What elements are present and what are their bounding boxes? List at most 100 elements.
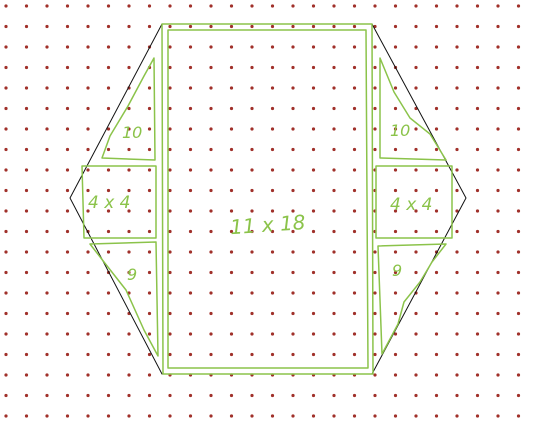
grid-dot (414, 209, 418, 213)
grid-dot (65, 106, 70, 111)
left-top-triangle (101, 57, 156, 161)
grid-dot (270, 270, 275, 275)
grid-dot (414, 311, 418, 316)
grid-dot (270, 4, 275, 8)
grid-dot (147, 270, 152, 275)
grid-dot (106, 373, 111, 377)
grid-dot (106, 86, 111, 90)
grid-dot (270, 352, 275, 357)
grid-dot (188, 270, 193, 275)
grid-dot (127, 250, 131, 254)
grid-dot (270, 127, 275, 131)
grid-dot (496, 229, 500, 234)
grid-dot (147, 250, 152, 254)
grid-dot (332, 352, 336, 357)
grid-dot (496, 270, 500, 275)
grid-dot (147, 209, 152, 213)
grid-dot (250, 393, 254, 398)
grid-dot (291, 106, 295, 111)
grid-dot (496, 291, 500, 295)
grid-dot (414, 352, 418, 357)
grid-dot (352, 86, 357, 90)
grid-dot (147, 352, 152, 357)
grid-dot (229, 4, 234, 8)
grid-dot (188, 393, 193, 398)
grid-dot (475, 127, 480, 131)
grid-dot (352, 393, 357, 398)
grid-dot (332, 127, 336, 131)
grid-dot (106, 414, 111, 418)
grid-dot (86, 311, 90, 316)
grid-dot (229, 291, 234, 295)
grid-dot (4, 209, 8, 213)
grid-dot (455, 270, 459, 275)
grid-dot (455, 250, 459, 254)
grid-dot (434, 352, 439, 357)
grid-dot (86, 65, 90, 70)
grid-dot (229, 393, 234, 398)
grid-dot (45, 147, 49, 152)
grid-dot (250, 24, 254, 29)
grid-dot (516, 250, 521, 254)
grid-dot (291, 229, 295, 234)
grid-dot (475, 4, 480, 8)
grid-dot (106, 250, 111, 254)
grid-dot (147, 147, 152, 152)
grid-dot (209, 209, 213, 213)
grid-dot (229, 127, 234, 131)
grid-dot (4, 147, 8, 152)
grid-dot (45, 352, 49, 357)
grid-dot (291, 188, 295, 193)
grid-dot (393, 209, 398, 213)
grid-dot (270, 147, 275, 152)
grid-dot (24, 127, 29, 131)
grid-dot (106, 4, 111, 8)
grid-dot (496, 106, 500, 111)
grid-dot (127, 270, 131, 275)
grid-dot (24, 291, 29, 295)
grid-dot (168, 209, 172, 213)
grid-dot (434, 270, 439, 275)
grid-dot (45, 270, 49, 275)
grid-dot (311, 65, 316, 70)
grid-dot (475, 373, 480, 377)
grid-dot (168, 106, 172, 111)
grid-dot (496, 127, 500, 131)
grid-dot (291, 291, 295, 295)
grid-dot (188, 4, 193, 8)
grid-dot (332, 229, 336, 234)
grid-dot (106, 147, 111, 152)
grid-dot (393, 45, 398, 49)
grid-dot (311, 24, 316, 29)
grid-dot (291, 86, 295, 90)
grid-dot (65, 45, 70, 49)
grid-dot (352, 45, 357, 49)
grid-dot (393, 188, 398, 193)
grid-dot (352, 106, 357, 111)
grid-dot (127, 106, 131, 111)
grid-dot (475, 65, 480, 70)
right-middle-label: 4 x 4 (390, 195, 433, 215)
grid-dot (250, 414, 254, 418)
grid-dot (393, 373, 398, 377)
grid-dot (352, 188, 357, 193)
grid-dot (516, 209, 521, 213)
grid-dot (168, 45, 172, 49)
grid-dot (373, 352, 377, 357)
center-label: 11 x 18 (229, 210, 306, 239)
grid-dot (147, 127, 152, 131)
grid-dot (127, 4, 131, 8)
grid-dot (209, 414, 213, 418)
grid-dot (65, 127, 70, 131)
grid-dot (250, 311, 254, 316)
grid-dot (475, 168, 480, 172)
grid-dot (455, 414, 459, 418)
grid-dot (24, 106, 29, 111)
grid-dot (65, 24, 70, 29)
grid-dot (4, 127, 8, 131)
grid-dot (229, 332, 234, 336)
grid-dot (4, 311, 8, 316)
grid-dot (291, 45, 295, 49)
grid-dot (86, 24, 90, 29)
grid-dot (250, 332, 254, 336)
